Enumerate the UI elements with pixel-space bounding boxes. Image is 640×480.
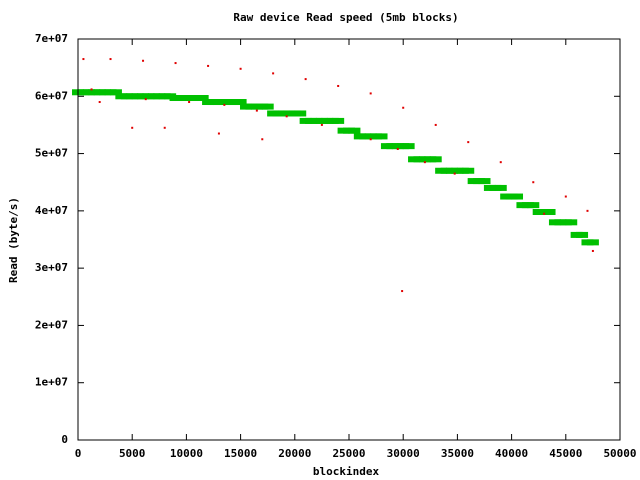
- data-point: [402, 106, 405, 109]
- data-point: [174, 62, 177, 65]
- x-tick-label: 10000: [170, 447, 203, 460]
- data-point: [285, 115, 288, 118]
- x-axis-label: blockindex: [313, 465, 380, 478]
- data-point: [375, 133, 388, 140]
- x-tick-label: 25000: [332, 447, 365, 460]
- data-point: [320, 123, 323, 126]
- x-tick-label: 45000: [549, 447, 582, 460]
- data-point: [532, 181, 535, 184]
- data-point: [396, 147, 399, 150]
- data-point: [462, 167, 475, 174]
- data-point: [478, 178, 491, 185]
- data-point: [272, 72, 275, 75]
- data-point: [369, 92, 372, 95]
- data-point: [332, 117, 345, 124]
- data-point: [453, 172, 456, 175]
- data-point: [337, 84, 340, 87]
- data-point: [565, 219, 578, 226]
- data-point: [423, 161, 426, 164]
- data-point: [196, 95, 209, 102]
- data-point: [239, 67, 242, 70]
- y-tick-label: 1e+07: [35, 376, 68, 389]
- data-point: [348, 127, 361, 134]
- y-tick-label: 2e+07: [35, 318, 68, 331]
- data-point: [543, 209, 556, 216]
- x-tick-label: 35000: [441, 447, 474, 460]
- data-point: [511, 193, 524, 200]
- data-point: [261, 103, 274, 110]
- data-point: [142, 59, 145, 62]
- data-point: [163, 126, 166, 129]
- data-point: [369, 138, 372, 141]
- data-point: [591, 249, 594, 252]
- x-tick-label: 20000: [278, 447, 311, 460]
- data-point: [402, 143, 415, 150]
- y-tick-label: 4e+07: [35, 204, 68, 217]
- data-point: [467, 141, 470, 144]
- data-point: [586, 239, 599, 246]
- data-point: [576, 231, 589, 238]
- data-point: [109, 89, 122, 96]
- data-point: [494, 184, 507, 191]
- data-point: [98, 101, 101, 104]
- data-point: [131, 126, 134, 129]
- data-point: [207, 64, 210, 67]
- data-point: [234, 99, 247, 106]
- data-point: [109, 58, 112, 61]
- data-point: [429, 156, 442, 163]
- y-axis-label: Read (byte/s): [7, 197, 20, 283]
- x-tick-label: 0: [75, 447, 82, 460]
- data-point: [527, 202, 540, 209]
- data-point: [82, 58, 85, 61]
- data-point: [255, 109, 258, 112]
- data-point: [304, 78, 307, 81]
- data-point: [434, 123, 437, 126]
- data-point: [401, 290, 404, 293]
- y-tick-label: 5e+07: [35, 147, 68, 160]
- data-point: [261, 138, 264, 141]
- x-tick-label: 5000: [119, 447, 146, 460]
- data-point: [90, 88, 93, 91]
- data-point: [564, 195, 567, 198]
- y-tick-label: 0: [61, 433, 68, 446]
- x-tick-label: 40000: [495, 447, 528, 460]
- data-point: [223, 103, 226, 106]
- y-tick-label: 7e+07: [35, 32, 68, 45]
- x-tick-label: 50000: [603, 447, 636, 460]
- y-tick-label: 3e+07: [35, 261, 68, 274]
- plot-area: [72, 58, 599, 293]
- y-tick-label: 6e+07: [35, 89, 68, 102]
- chart-title: Raw device Read speed (5mb blocks): [233, 11, 458, 24]
- x-tick-label: 15000: [224, 447, 257, 460]
- data-point: [144, 98, 147, 101]
- data-point: [294, 110, 307, 117]
- data-point: [543, 212, 546, 215]
- data-point: [217, 132, 220, 135]
- data-point: [499, 161, 502, 164]
- x-tick-label: 30000: [387, 447, 420, 460]
- data-point: [586, 209, 589, 212]
- data-point: [188, 101, 191, 104]
